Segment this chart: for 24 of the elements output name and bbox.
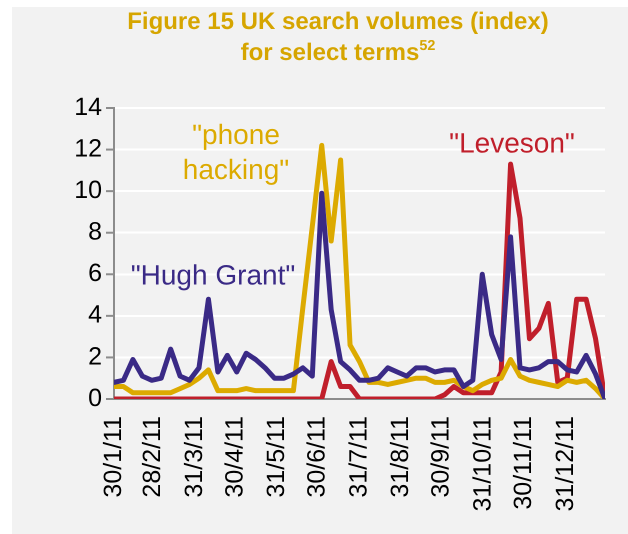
y-tick-label: 14 <box>74 92 102 121</box>
x-tick-label: 31/7/11 <box>344 416 372 498</box>
series-label: "phone hacking" <box>182 119 290 186</box>
x-tick-label: 30/6/11 <box>302 416 331 498</box>
y-tick-label: 8 <box>88 218 102 246</box>
y-tick-label: 6 <box>88 259 102 288</box>
series-label: "Leveson" <box>449 128 575 159</box>
y-tick-label: 12 <box>74 134 102 162</box>
y-tick-label: 0 <box>88 384 102 412</box>
x-tick-label: 30/9/11 <box>426 416 455 498</box>
x-tick-label: 31/3/11 <box>180 416 208 498</box>
x-tick-label: 31/5/11 <box>262 416 290 498</box>
x-tick-label: 31/10/11 <box>468 416 496 512</box>
x-tick-label: 31/8/11 <box>386 416 414 498</box>
x-tick-label: 28/2/11 <box>138 416 166 498</box>
x-tick-label: 30/11/11 <box>508 416 537 510</box>
y-tick-label: 4 <box>88 300 102 329</box>
chart-title: Figure 15 UK search volumes (index) for select terms$^{52}$ <box>126 7 550 68</box>
x-tick-label: 30/4/11 <box>220 416 248 498</box>
x-tick-label: 30/1/11 <box>98 416 127 498</box>
y-tick-label: 10 <box>74 176 102 204</box>
series-label: "Hugh Grant" <box>130 260 296 291</box>
x-tick-label: 31/12/11 <box>550 416 579 512</box>
y-tick-label: 2 <box>88 342 102 370</box>
